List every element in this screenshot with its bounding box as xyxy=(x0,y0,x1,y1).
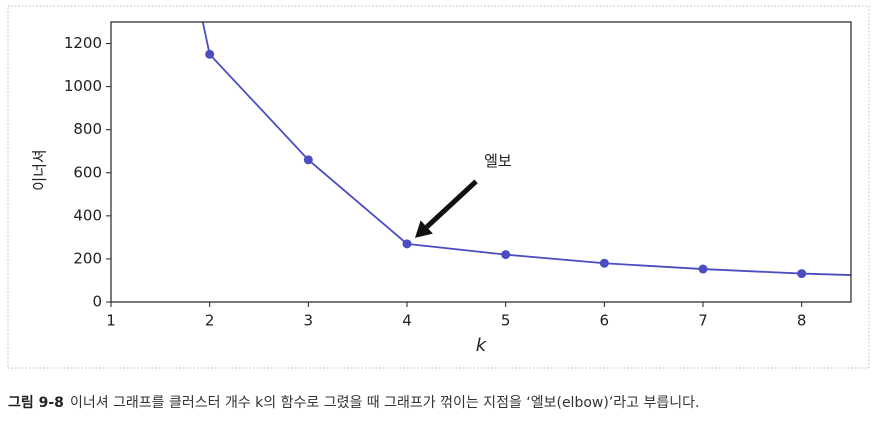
x-tick-label: 5 xyxy=(501,312,511,330)
caption-label: 그림 9-8 xyxy=(8,395,64,411)
y-tick-label: 400 xyxy=(73,206,102,224)
annotation-text: 엘보 xyxy=(484,152,512,170)
caption: 그림 9-8 이너셔 그래프를 클러스터 개수 k의 함수로 그렸을 때 그래프가… xyxy=(8,392,699,412)
point xyxy=(205,49,215,59)
point xyxy=(402,239,412,249)
annotation-arrow-head xyxy=(415,220,433,238)
x-tick-label: 8 xyxy=(797,312,807,330)
x-tick-label: 6 xyxy=(600,312,610,330)
x-tick-label: 4 xyxy=(402,312,412,330)
x-axis-label: k xyxy=(476,335,488,356)
x-tick-label: 7 xyxy=(698,312,708,330)
y-tick-label: 600 xyxy=(73,163,102,181)
point xyxy=(303,155,313,165)
point xyxy=(501,250,511,260)
y-tick-label: 800 xyxy=(73,120,102,138)
x-tick-label: 3 xyxy=(304,312,314,330)
plot-area xyxy=(201,22,851,279)
point xyxy=(797,269,807,279)
figure-border xyxy=(7,5,870,369)
y-tick-label: 200 xyxy=(73,249,102,267)
point xyxy=(599,258,609,268)
plot-frame xyxy=(110,21,852,303)
y-tick-label: 0 xyxy=(92,293,102,311)
x-tick-label: 2 xyxy=(205,312,215,330)
line xyxy=(201,22,851,276)
y-tick-label: 1200 xyxy=(64,34,102,52)
caption-text: 이너셔 그래프를 클러스터 개수 k의 함수로 그렸을 때 그래프가 꺾이는 지… xyxy=(69,395,700,411)
y-tick-label: 1000 xyxy=(64,77,102,95)
annotation-arrow-shaft xyxy=(425,179,478,229)
y-axis-label: 이너셔 xyxy=(31,149,49,190)
chart: 이너셔 k 0 200 400 600 800 1000 1200 1 2 3 4 5 6 7 8 엘보 xyxy=(7,5,870,369)
point xyxy=(698,264,708,274)
x-tick-label: 1 xyxy=(106,312,116,330)
